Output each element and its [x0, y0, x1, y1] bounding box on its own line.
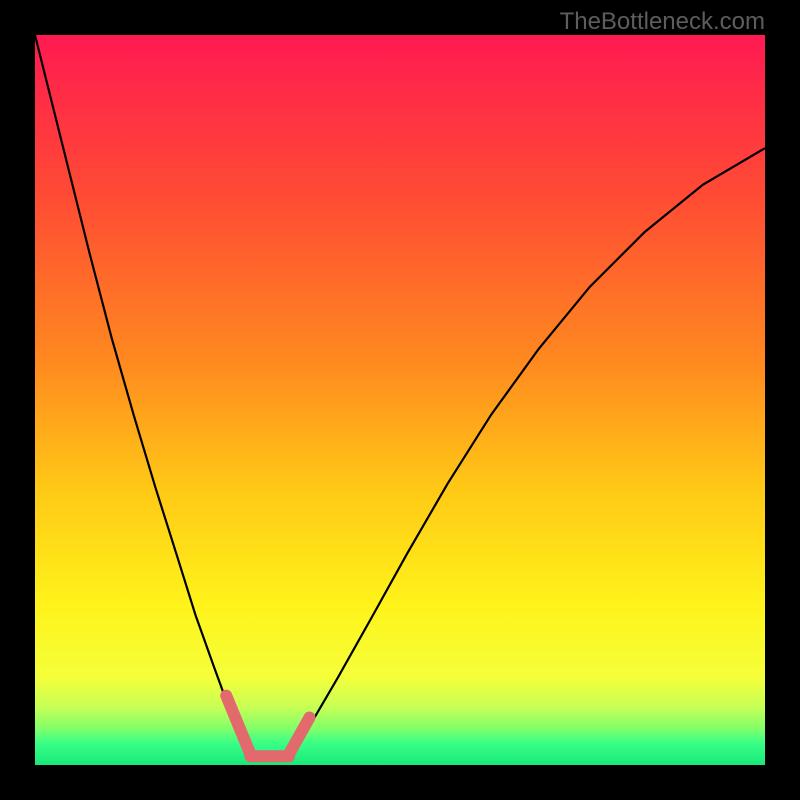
curve-segment — [226, 696, 250, 754]
watermark-text: TheBottleneck.com — [560, 8, 765, 36]
chart-svg — [0, 0, 800, 800]
chart-frame: TheBottleneck.com — [0, 0, 800, 800]
curve-segment — [283, 148, 765, 758]
curve-segment — [289, 718, 309, 755]
curve-segment — [35, 35, 254, 758]
